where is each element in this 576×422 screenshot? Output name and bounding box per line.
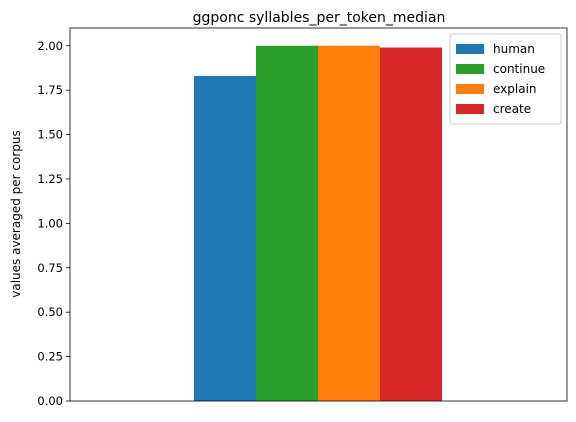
legend-swatch-create: [456, 104, 484, 114]
legend-swatch-explain: [456, 84, 484, 94]
y-tick-label: 1.75: [37, 83, 63, 97]
legend-label-continue: continue: [493, 62, 545, 76]
y-axis: 0.00 0.25 0.50 0.75 1.00 1.25 1.50 1.75 2.00: [37, 39, 70, 408]
y-tick-label: 0.00: [37, 394, 63, 408]
y-tick-label: 0.50: [37, 305, 63, 319]
y-tick-label: 2.00: [37, 39, 63, 53]
bar-create: [380, 48, 442, 401]
y-tick-label: 1.00: [37, 216, 63, 230]
bar-human: [194, 76, 256, 401]
legend-swatch-continue: [456, 64, 484, 74]
y-tick-label: 1.25: [37, 172, 63, 186]
y-tick-label: 1.50: [37, 128, 63, 142]
bar-continue: [256, 46, 318, 401]
legend-label-human: human: [493, 42, 535, 56]
legend-label-explain: explain: [493, 82, 537, 96]
chart-title: ggponc syllables_per_token_median: [193, 10, 446, 26]
bar-explain: [318, 46, 380, 401]
bars-group: [194, 46, 442, 401]
legend-swatch-human: [456, 44, 484, 54]
y-axis-label: values averaged per corpus: [9, 130, 23, 298]
legend: human continue explain create: [450, 34, 561, 124]
y-tick-label: 0.25: [37, 350, 63, 364]
legend-label-create: create: [493, 102, 531, 116]
y-tick-label: 0.75: [37, 261, 63, 275]
